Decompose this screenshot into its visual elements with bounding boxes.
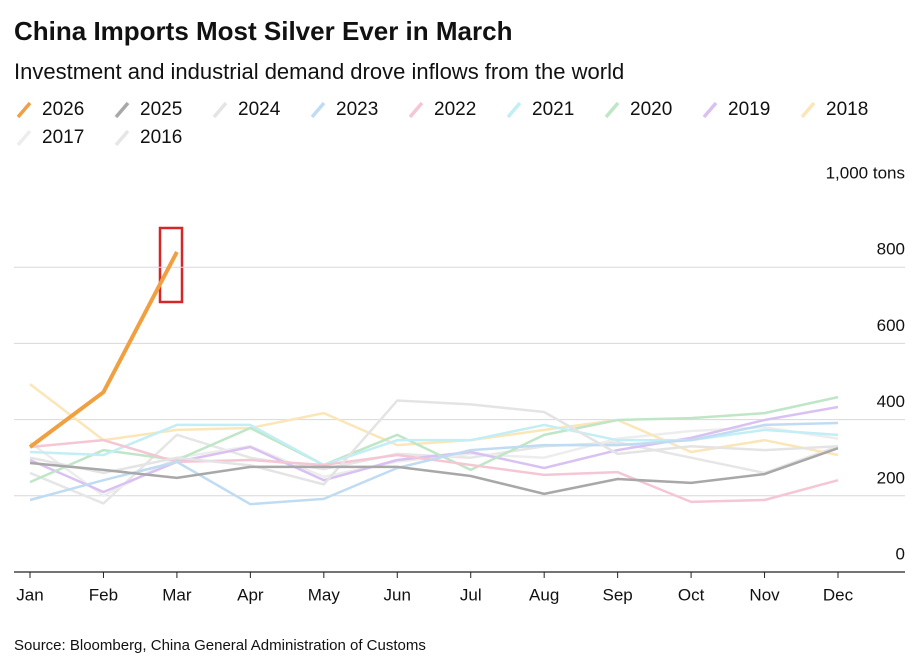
series-line <box>29 421 839 506</box>
legend-swatch <box>310 101 326 119</box>
series-line <box>29 399 839 486</box>
x-tick-label: Jan <box>16 585 43 604</box>
legend-swatch <box>604 101 620 119</box>
legend-label: 2025 <box>140 99 182 120</box>
x-tick-label: Jul <box>460 585 482 604</box>
legend-swatch <box>114 101 130 119</box>
legend-label: 2024 <box>238 99 281 120</box>
legend-swatch <box>702 101 718 119</box>
legend-label: 2022 <box>434 99 476 120</box>
x-tick-label: Sep <box>603 585 633 604</box>
legend-label: 2019 <box>728 99 770 120</box>
legend-label: 2023 <box>336 99 378 120</box>
y-tick-label: 600 <box>877 316 905 335</box>
legend-label: 2021 <box>532 99 574 120</box>
legend-label: 2017 <box>42 127 84 148</box>
series-line <box>29 405 839 494</box>
y-tick-label: 400 <box>877 392 905 411</box>
legend-swatch <box>408 101 424 119</box>
legend-swatch <box>114 129 130 147</box>
x-tick-label: Apr <box>237 585 264 604</box>
x-tick-label: Jun <box>384 585 411 604</box>
x-tick-label: Aug <box>529 585 559 604</box>
y-tick-label: 200 <box>877 468 905 487</box>
x-tick-label: Feb <box>89 585 118 604</box>
highlight-box <box>158 226 184 304</box>
x-tick-label: Nov <box>749 585 780 604</box>
legend-swatch <box>506 101 522 119</box>
legend-swatch <box>800 101 816 119</box>
legend-swatch <box>16 101 32 119</box>
legend-label: 2016 <box>140 127 182 148</box>
y-tick-label: 800 <box>877 240 905 259</box>
legend-swatch <box>16 129 32 147</box>
series-line <box>28 251 179 449</box>
x-tick-label: Oct <box>678 585 705 604</box>
legend-label: 2018 <box>826 99 868 120</box>
chart-title: China Imports Most Silver Ever in March <box>14 16 512 46</box>
x-tick-label: Mar <box>162 585 192 604</box>
legend-label: 2026 <box>42 99 84 120</box>
legend-swatch <box>212 101 228 119</box>
y-tick-label: 1,000 tons <box>826 163 905 182</box>
x-tick-label: Dec <box>823 585 854 604</box>
series-line <box>29 383 839 457</box>
source: Source: Bloomberg, China General Adminis… <box>14 637 426 654</box>
chart-subtitle: Investment and industrial demand drove i… <box>14 59 624 84</box>
y-tick-label: 0 <box>896 544 905 563</box>
series-line <box>29 446 839 496</box>
x-tick-label: May <box>308 585 341 604</box>
legend-label: 2020 <box>630 99 672 120</box>
